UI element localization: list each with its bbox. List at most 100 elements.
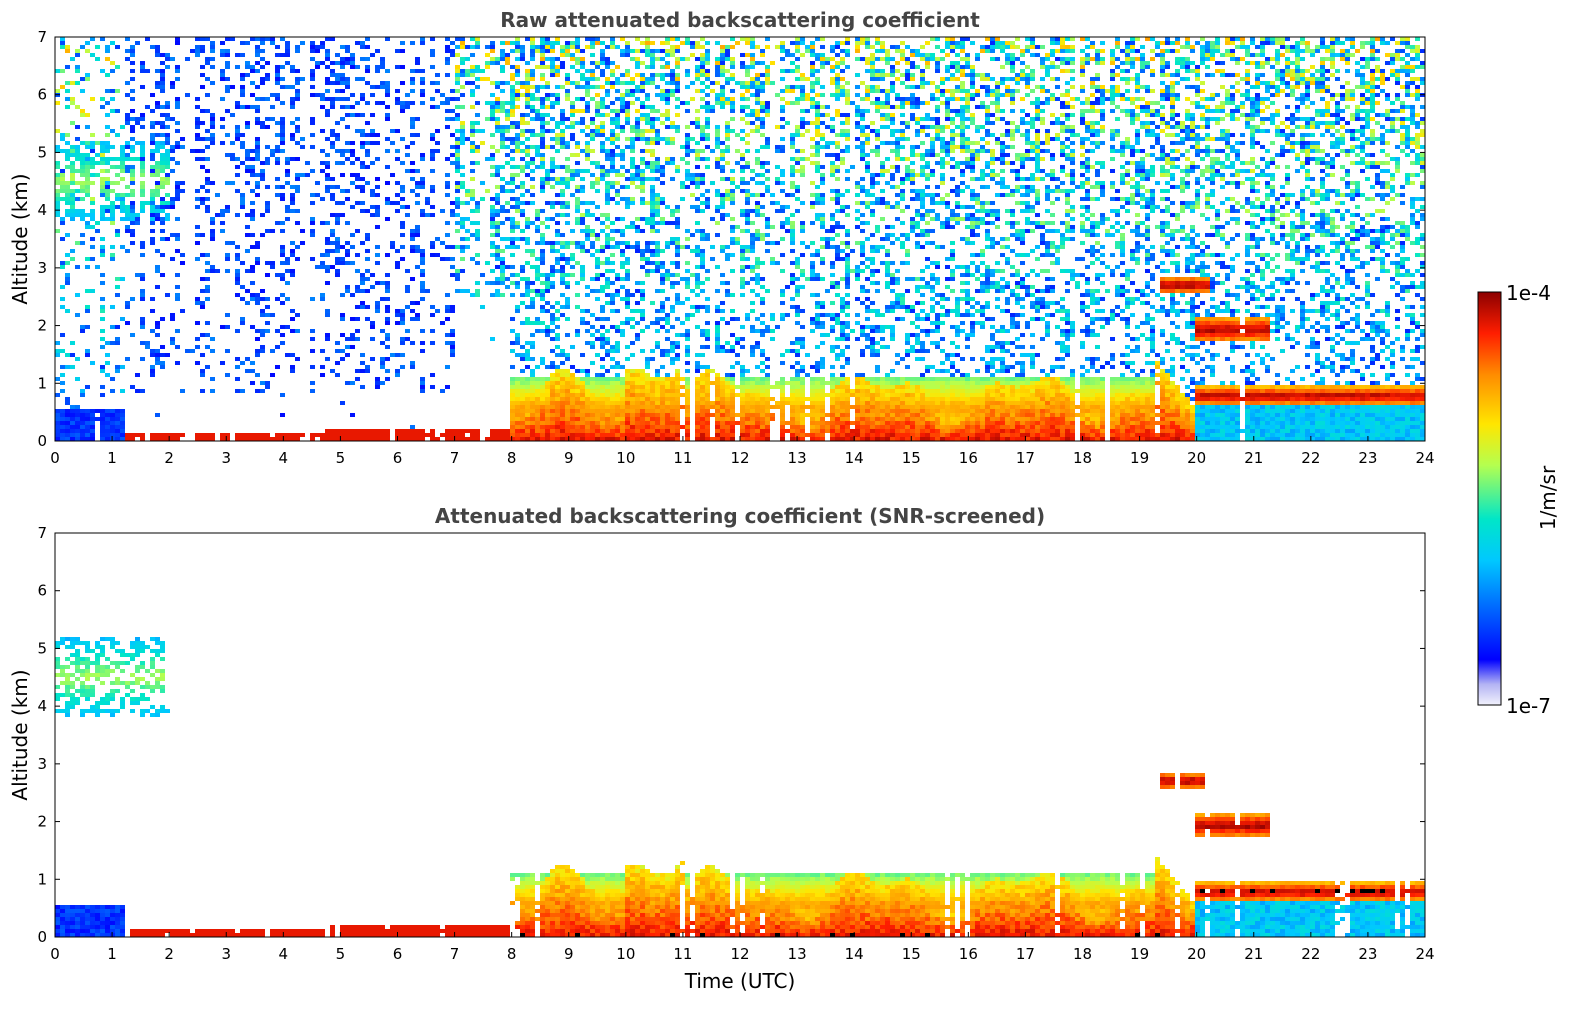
heatmap-cell (165, 125, 170, 129)
heatmap-cell (540, 185, 545, 189)
heatmap-cell (135, 433, 140, 437)
heatmap-cell (765, 241, 770, 245)
heatmap-cell (380, 65, 385, 69)
heatmap-cell (670, 377, 675, 381)
heatmap-cell (345, 345, 350, 349)
heatmap-cell (595, 265, 600, 269)
heatmap-cell (260, 65, 265, 69)
heatmap-cell (700, 401, 705, 405)
heatmap-cell (640, 377, 645, 381)
heatmap-cell (195, 321, 200, 325)
heatmap-cell (265, 73, 270, 77)
heatmap-cell (730, 373, 735, 377)
heatmap-cell (65, 273, 70, 277)
heatmap-cell (260, 345, 265, 349)
heatmap-cell (395, 321, 400, 325)
heatmap-cell (295, 129, 300, 133)
heatmap-cell (515, 381, 520, 385)
heatmap-cell (625, 385, 630, 389)
heatmap-cell (655, 109, 660, 113)
heatmap-cell (225, 153, 230, 157)
heatmap-cell (640, 201, 645, 205)
heatmap-cell (280, 141, 285, 145)
heatmap-cell (350, 293, 355, 297)
heatmap-cell (320, 253, 325, 257)
heatmap-cell (625, 433, 630, 437)
heatmap-cell (475, 289, 480, 293)
heatmap-cell (765, 377, 770, 381)
heatmap-cell (585, 89, 590, 93)
heatmap-cell (585, 81, 590, 85)
heatmap-cell (140, 181, 145, 185)
heatmap-cell (80, 417, 85, 421)
heatmap-cell (80, 153, 85, 157)
heatmap-cell (700, 333, 705, 337)
heatmap-cell (540, 85, 545, 89)
heatmap-cell (720, 201, 725, 205)
heatmap-cell (755, 229, 760, 233)
heatmap-cell (700, 281, 705, 285)
heatmap-cell (270, 93, 275, 97)
heatmap-cell (595, 409, 600, 413)
heatmap-cell (545, 309, 550, 313)
heatmap-cell (460, 289, 465, 293)
heatmap-cell (175, 181, 180, 185)
heatmap-cell (645, 113, 650, 117)
heatmap-cell (120, 157, 125, 161)
heatmap-cell (100, 329, 105, 333)
heatmap-cell (675, 385, 680, 389)
heatmap-cell (140, 153, 145, 157)
heatmap-cell (110, 201, 115, 205)
heatmap-cell (90, 225, 95, 229)
heatmap-cell (730, 397, 735, 401)
heatmap-cell (625, 409, 630, 413)
heatmap-cell (130, 45, 135, 49)
heatmap-cell (465, 73, 470, 77)
heatmap-cell (665, 393, 670, 397)
heatmap-cell (765, 217, 770, 221)
heatmap-cell (510, 265, 515, 269)
heatmap-cell (545, 177, 550, 181)
heatmap-cell (70, 421, 75, 425)
heatmap-cell (80, 185, 85, 189)
heatmap-cell (670, 81, 675, 85)
heatmap-cell (245, 225, 250, 229)
heatmap-cell (450, 153, 455, 157)
heatmap-cell (155, 209, 160, 213)
heatmap-cell (285, 181, 290, 185)
heatmap-cell (525, 341, 530, 345)
heatmap-cell (585, 125, 590, 129)
heatmap-cell (630, 293, 635, 297)
heatmap-cell (520, 265, 525, 269)
heatmap-cell (560, 361, 565, 365)
heatmap-cell (120, 177, 125, 181)
heatmap-cell (715, 437, 720, 441)
heatmap-cell (210, 133, 215, 137)
heatmap-cell (695, 437, 700, 441)
heatmap-cell (530, 193, 535, 197)
heatmap-cell (605, 233, 610, 237)
heatmap-cell (490, 57, 495, 61)
heatmap-cell (715, 65, 720, 69)
heatmap-cell (665, 313, 670, 317)
heatmap-cell (90, 133, 95, 137)
heatmap-cell (520, 141, 525, 145)
heatmap-cell (610, 129, 615, 133)
heatmap-cell (465, 289, 470, 293)
heatmap-cell (175, 361, 180, 365)
heatmap-cell (565, 401, 570, 405)
heatmap-cell (535, 433, 540, 437)
heatmap-cell (520, 169, 525, 173)
heatmap-cell (65, 189, 70, 193)
heatmap-cell (245, 153, 250, 157)
heatmap-cell (730, 253, 735, 257)
heatmap-cell (760, 297, 765, 301)
heatmap-cell (765, 405, 770, 409)
heatmap-cell (505, 181, 510, 185)
heatmap-cell (155, 81, 160, 85)
heatmap-cell (365, 433, 370, 437)
heatmap-cell (360, 201, 365, 205)
heatmap-cell (565, 245, 570, 249)
heatmap-cell (725, 409, 730, 413)
heatmap-cell (660, 73, 665, 77)
